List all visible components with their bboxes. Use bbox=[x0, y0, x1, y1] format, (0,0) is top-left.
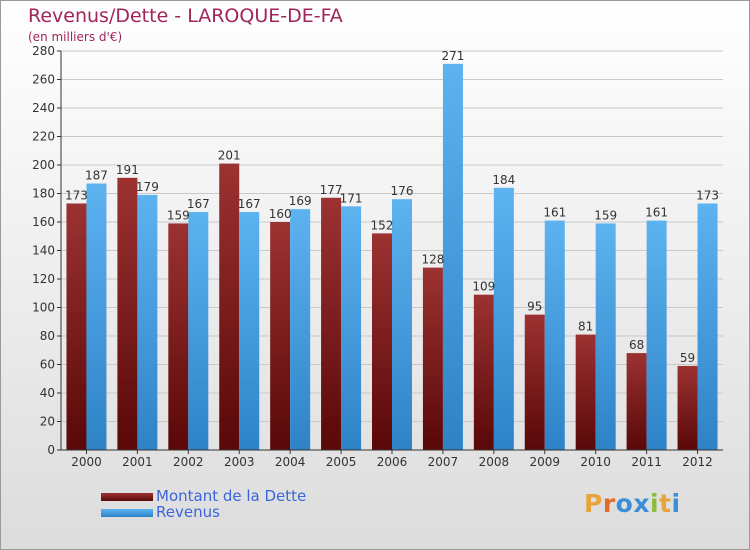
bar-dette bbox=[219, 163, 240, 450]
bar-dette bbox=[66, 203, 87, 450]
data-label: 179 bbox=[136, 180, 159, 194]
axes bbox=[57, 50, 723, 454]
bar-dette bbox=[677, 365, 698, 450]
data-label: 187 bbox=[85, 169, 108, 183]
bar-dette bbox=[473, 294, 494, 450]
x-tick-label: 2009 bbox=[529, 455, 560, 469]
legend-swatch-dette bbox=[101, 493, 153, 501]
data-label: 160 bbox=[269, 207, 292, 221]
data-label: 159 bbox=[594, 208, 617, 222]
labels: 0 20 40 60 80 100 120 140 160 180 200 220 240 260 280 1… bbox=[32, 44, 719, 469]
data-label: 68 bbox=[629, 338, 644, 352]
data-label: 171 bbox=[340, 191, 363, 205]
bar-revenus bbox=[442, 63, 463, 450]
bars bbox=[66, 63, 718, 451]
data-label: 152 bbox=[371, 218, 394, 232]
bar-revenus bbox=[341, 206, 362, 450]
data-label: 161 bbox=[645, 206, 668, 220]
y-tick-label: 280 bbox=[32, 44, 55, 58]
bar-dette bbox=[626, 353, 647, 450]
x-tick-label: 2001 bbox=[122, 455, 153, 469]
logo-letter: P bbox=[584, 489, 603, 518]
x-tick-label: 2007 bbox=[428, 455, 459, 469]
chart-title: Revenus/Dette - LAROQUE-DE-FA bbox=[28, 5, 343, 27]
y-tick-label: 160 bbox=[32, 215, 55, 229]
bar-dette bbox=[321, 197, 342, 450]
legend-label-revenus: Revenus bbox=[156, 503, 220, 521]
y-tick-label: 220 bbox=[32, 130, 55, 144]
data-label: 177 bbox=[320, 183, 343, 197]
logo-letter: i bbox=[650, 489, 660, 518]
proxiti-logo: Proxiti bbox=[584, 489, 681, 518]
data-label: 191 bbox=[116, 163, 139, 177]
y-tick-label: 20 bbox=[40, 415, 55, 429]
bar-revenus bbox=[544, 220, 565, 450]
data-label: 169 bbox=[289, 194, 312, 208]
data-label: 184 bbox=[492, 173, 515, 187]
data-label: 173 bbox=[696, 188, 719, 202]
data-label: 161 bbox=[543, 206, 566, 220]
data-label: 128 bbox=[421, 253, 444, 267]
y-tick-label: 40 bbox=[40, 386, 55, 400]
bar-revenus bbox=[290, 209, 311, 450]
data-label: 109 bbox=[472, 280, 495, 294]
logo-letter: r bbox=[602, 489, 616, 518]
logo-letter: t bbox=[659, 489, 672, 518]
y-tick-label: 0 bbox=[47, 443, 55, 457]
logo-letter: o bbox=[615, 489, 634, 518]
data-label: 167 bbox=[238, 197, 261, 211]
y-tick-label: 80 bbox=[40, 329, 55, 343]
x-tick-label: 2003 bbox=[224, 455, 255, 469]
data-label: 81 bbox=[578, 320, 593, 334]
logo-letter: x bbox=[633, 489, 650, 518]
data-label: 271 bbox=[441, 49, 464, 63]
bar-revenus bbox=[137, 194, 158, 450]
x-tick-label: 2012 bbox=[682, 455, 713, 469]
x-tick-label: 2004 bbox=[275, 455, 306, 469]
x-tick-label: 2000 bbox=[71, 455, 102, 469]
y-tick-label: 140 bbox=[32, 244, 55, 258]
data-label: 201 bbox=[218, 149, 241, 163]
y-tick-label: 180 bbox=[32, 187, 55, 201]
bar-revenus bbox=[392, 199, 412, 450]
x-tick-label: 2008 bbox=[479, 455, 510, 469]
y-tick-label: 100 bbox=[32, 301, 55, 315]
data-label: 159 bbox=[167, 208, 190, 222]
y-tick-label: 60 bbox=[40, 358, 55, 372]
legend-label-dette: Montant de la Dette bbox=[156, 487, 307, 505]
y-tick-label: 240 bbox=[32, 101, 55, 115]
y-tick-label: 200 bbox=[32, 158, 55, 172]
bar-dette bbox=[270, 222, 291, 450]
bar-revenus bbox=[697, 203, 718, 450]
chart-subtitle: (en milliers d'€) bbox=[28, 30, 123, 44]
bar-dette bbox=[575, 334, 596, 450]
bar-dette bbox=[117, 177, 138, 450]
bar-dette bbox=[168, 223, 189, 450]
bar-revenus bbox=[595, 223, 616, 450]
bar-revenus bbox=[86, 183, 107, 450]
x-tick-label: 2010 bbox=[580, 455, 611, 469]
bar-revenus bbox=[188, 212, 209, 450]
data-label: 167 bbox=[187, 197, 210, 211]
x-tick-label: 2002 bbox=[173, 455, 204, 469]
bar-dette bbox=[372, 233, 392, 450]
x-tick-label: 2006 bbox=[377, 455, 408, 469]
bar-revenus bbox=[239, 212, 260, 450]
logo-letter: i bbox=[671, 489, 681, 518]
bar-revenus bbox=[646, 220, 667, 450]
data-label: 59 bbox=[680, 351, 695, 365]
data-label: 176 bbox=[391, 184, 414, 198]
x-tick-label: 2005 bbox=[326, 455, 357, 469]
x-tick-label: 2011 bbox=[631, 455, 662, 469]
data-label: 173 bbox=[65, 188, 88, 202]
bar-revenus bbox=[493, 187, 514, 451]
bar-dette bbox=[524, 314, 545, 450]
bar-dette bbox=[422, 267, 443, 450]
y-tick-label: 260 bbox=[32, 73, 55, 87]
y-tick-label: 120 bbox=[32, 272, 55, 286]
legend-swatch-revenus bbox=[101, 509, 153, 517]
data-label: 95 bbox=[527, 300, 542, 314]
